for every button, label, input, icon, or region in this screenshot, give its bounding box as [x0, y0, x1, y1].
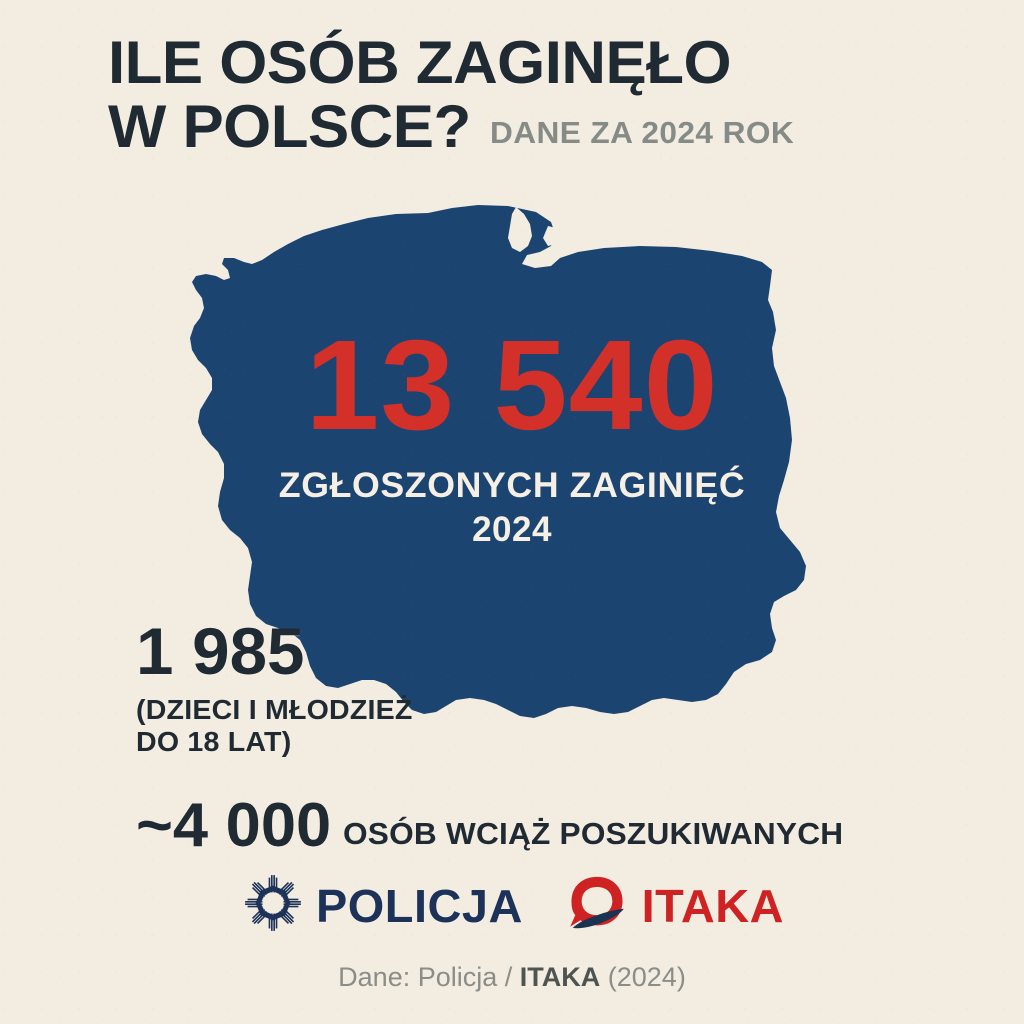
youth-number: 1 985: [136, 614, 305, 688]
itaka-wordmark: ITAKA: [641, 879, 784, 932]
logo-row: POLICJA ITAKA: [0, 872, 1024, 939]
youth-note-line-2: DO 18 LAT): [136, 726, 292, 758]
youth-note-line-1: (DZIECI I MŁODZIEŻ: [136, 694, 413, 725]
source-prefix: Dane: Policja /: [338, 962, 520, 992]
policja-wordmark: POLICJA: [315, 879, 523, 932]
itaka-ring-boat-icon: [565, 873, 629, 938]
header-subtitle: DANE ZA 2024 ROK: [490, 115, 795, 151]
map-shape: [190, 205, 806, 718]
policja-logo: POLICJA: [242, 872, 523, 939]
itaka-logo: ITAKA: [565, 873, 783, 938]
still-searched-number: ~4 000: [136, 791, 332, 860]
source-footer: Dane: Policja / ITAKA (2024): [0, 962, 1024, 993]
source-suffix: (2024): [600, 962, 686, 992]
stat-still-searched: ~4 000 OSÓB WCIĄŻ POSZUKIWANYCH: [136, 791, 843, 860]
headline-row-2: W POLSCE? DANE ZA 2024 ROK: [108, 93, 968, 161]
stat-youth: 1 985 (DZIECI I MŁODZIEŻ DO 18 LAT): [136, 618, 412, 759]
headline-line-2: W POLSCE?: [108, 93, 471, 161]
header: ILE OSÓB ZAGINĘŁO W POLSCE? DANE ZA 2024…: [108, 32, 968, 161]
policja-star-badge-icon: [242, 872, 304, 939]
source-itaka: ITAKA: [519, 962, 601, 992]
headline-line-1: ILE OSÓB ZAGINĘŁO: [108, 29, 732, 96]
still-searched-label: OSÓB WCIĄŻ POSZUKIWANYCH: [343, 816, 844, 851]
